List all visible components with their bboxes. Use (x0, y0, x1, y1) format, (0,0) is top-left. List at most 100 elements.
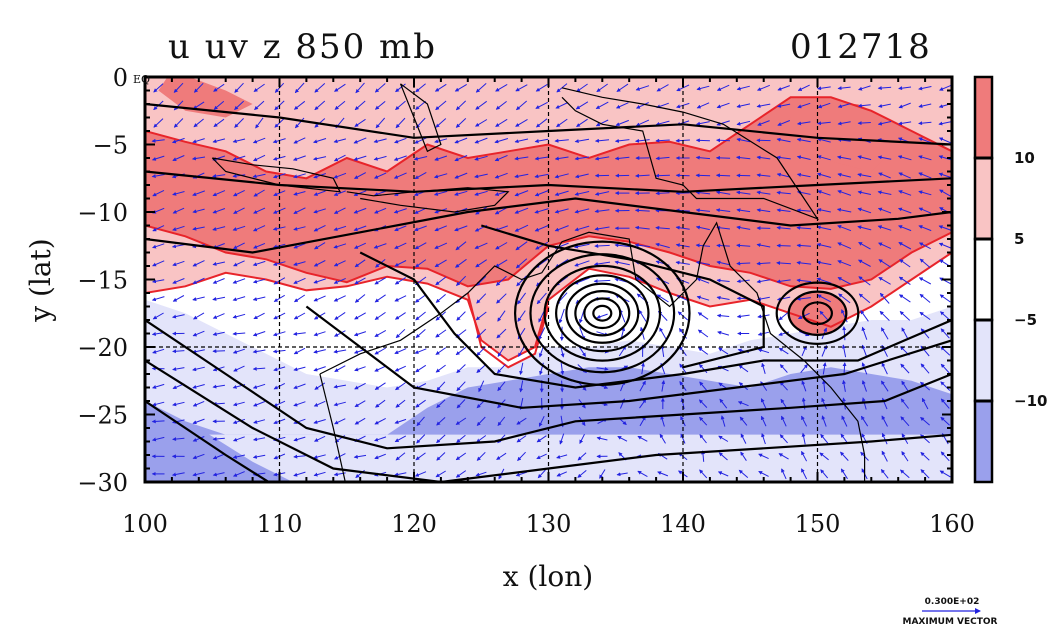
wind-vector (394, 348, 407, 355)
wind-vector (353, 242, 367, 249)
wind-vector (171, 244, 185, 249)
wind-vector (515, 100, 528, 111)
wind-vector (816, 225, 832, 231)
wind-vector (333, 401, 346, 407)
wind-vector (435, 347, 447, 355)
wind-vector (821, 379, 826, 392)
wind-vector (497, 310, 506, 322)
wind-vector (877, 121, 892, 126)
wind-vector (716, 84, 730, 91)
wind-vector (515, 241, 528, 251)
chart-date-label: 012718 (790, 27, 932, 67)
wind-vector (554, 138, 569, 143)
wind-vector (837, 225, 852, 232)
wind-vector (353, 190, 367, 197)
wind-vector (497, 381, 506, 392)
wind-vector (192, 226, 205, 231)
geopotential-contour-line (359, 251, 952, 389)
wind-vector (232, 173, 246, 178)
wind-vector (434, 259, 447, 268)
wind-vector (495, 259, 508, 268)
wind-vector (354, 277, 366, 285)
wind-vector (881, 432, 888, 445)
wind-vector (536, 435, 547, 443)
wind-vector (596, 436, 608, 441)
wind-vector (233, 365, 245, 372)
wind-vector (554, 208, 569, 214)
wind-vector (476, 328, 487, 339)
wind-vector (838, 293, 851, 304)
wind-vector (796, 225, 812, 230)
wind-vector (857, 172, 872, 178)
wind-vector (821, 415, 827, 427)
wind-vector (737, 401, 749, 407)
wind-vector (738, 469, 749, 478)
wind-vector (637, 470, 648, 478)
wind-vector (534, 190, 549, 197)
wind-vector (293, 383, 306, 390)
wind-vector (414, 294, 427, 303)
wind-vector (841, 344, 847, 358)
wind-vector (796, 172, 811, 178)
wind-vector (415, 311, 426, 321)
wind-vector (212, 138, 226, 144)
wind-vector (534, 208, 549, 214)
wind-vector (171, 472, 185, 477)
wind-vector (436, 452, 446, 461)
band-strong-positive-patch (777, 104, 912, 172)
wind-vector (474, 137, 488, 144)
wind-vector (293, 347, 306, 355)
wind-vector (495, 275, 507, 286)
wind-vector (475, 311, 487, 321)
wind-vector (940, 346, 951, 356)
wind-vector (796, 137, 811, 143)
wind-vector (736, 279, 750, 284)
wind-vector (394, 260, 407, 267)
wind-vector (455, 452, 467, 461)
wind-vector (212, 349, 226, 354)
wind-vector (434, 242, 448, 249)
wind-vector (293, 366, 306, 372)
wind-vector (394, 277, 406, 285)
wind-vector (538, 327, 546, 341)
wind-vector (918, 190, 932, 196)
wind-vector (877, 207, 892, 214)
wind-vector (314, 242, 326, 250)
wind-vector (212, 278, 225, 284)
wind-vector (758, 470, 769, 477)
wind-vector (779, 364, 788, 373)
wind-vector (877, 86, 892, 91)
wind-vector (918, 225, 932, 232)
wind-vector (554, 225, 569, 232)
colorbar-swatch (973, 399, 994, 484)
wind-vector (415, 329, 426, 339)
wind-vector (881, 362, 888, 375)
wind-vector (151, 138, 165, 143)
wind-vector (434, 155, 448, 161)
wind-vector (715, 208, 731, 213)
y-tick-label: −15 (77, 267, 128, 295)
wind-vector (716, 313, 730, 318)
wind-vector (716, 120, 730, 126)
wind-vector (740, 433, 747, 444)
wind-vector (535, 101, 548, 109)
wind-vector (172, 225, 185, 231)
wind-vector (801, 380, 807, 392)
wind-vector (699, 416, 708, 426)
wind-vector (354, 294, 366, 303)
wind-vector (374, 101, 386, 110)
wind-vector (776, 279, 791, 284)
wind-vector (515, 118, 528, 127)
wind-vector (334, 365, 346, 372)
wind-vector (919, 381, 931, 391)
wind-vector (857, 225, 872, 231)
wind-vector (172, 155, 185, 161)
wind-vector (192, 296, 205, 301)
wind-vector (172, 260, 185, 267)
wind-vector (675, 260, 690, 265)
wind-vector (153, 83, 164, 93)
wind-vector (514, 156, 529, 161)
wind-vector (252, 383, 266, 389)
wind-vector (719, 398, 728, 409)
wind-vector (695, 225, 710, 231)
